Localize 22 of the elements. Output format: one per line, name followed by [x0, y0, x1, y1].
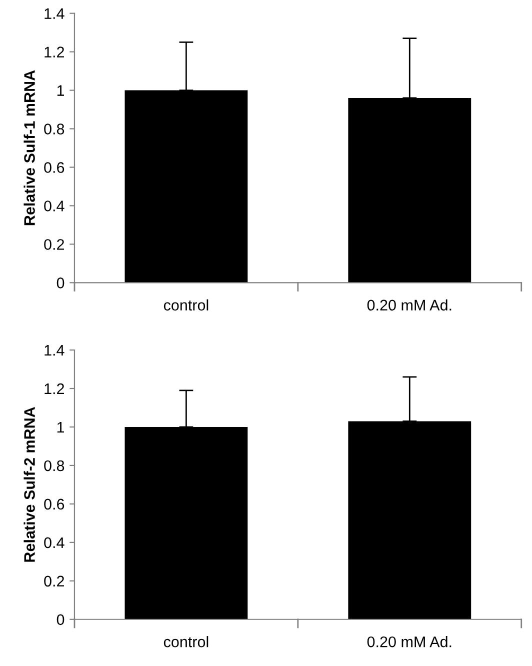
y-axis-title: Relative Sulf-2 mRNA	[24, 406, 35, 562]
y-tick-label: 0.2	[44, 576, 64, 587]
x-tick-label: control	[164, 636, 208, 648]
y-tick-label: 0.4	[44, 200, 64, 212]
y-tick-label: 0	[56, 614, 64, 626]
y-tick-label: 1.2	[44, 46, 64, 58]
x-tick-label: 0.20 mM Ad.	[367, 636, 452, 648]
y-tick-label: 0.4	[44, 537, 64, 548]
y-tick-label: 1.2	[44, 383, 64, 394]
y-tick-label: 1	[57, 85, 64, 96]
y-tick-label: 0	[56, 278, 64, 288]
y-tick-label: 1.4	[44, 345, 64, 356]
y-tick-label: 0.8	[44, 124, 64, 134]
y-tick-label: 0.8	[44, 460, 64, 472]
x-tick-label: control	[164, 299, 208, 311]
y-tick-label: 1.4	[44, 8, 64, 19]
y-tick-label: 0.6	[44, 498, 64, 510]
y-tick-label: 0.6	[44, 162, 64, 173]
y-tick-label: 1	[57, 422, 64, 433]
y-axis-title: Relative Sulf-1 mRNA	[24, 70, 35, 226]
y-tick-label: 0.2	[44, 239, 64, 250]
x-tick-label: 0.20 mM Ad.	[367, 299, 452, 311]
